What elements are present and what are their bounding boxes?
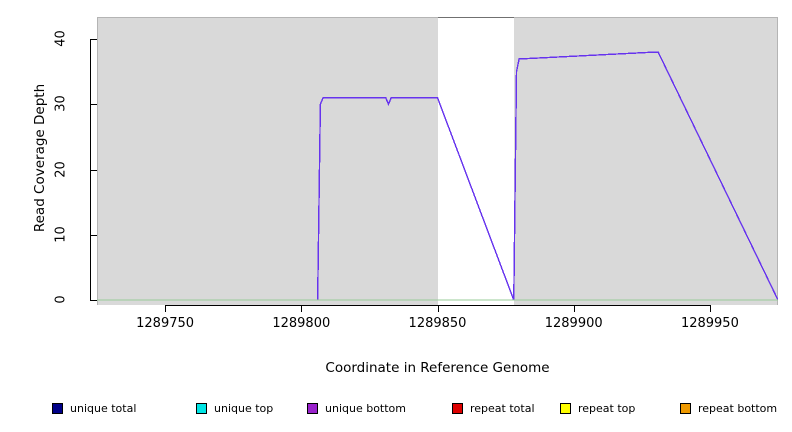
x-axis-line — [165, 305, 710, 306]
y-axis-label: 40 — [53, 30, 69, 47]
x-axis-title: Coordinate in Reference Genome — [325, 360, 550, 376]
y-axis-tick — [90, 39, 97, 40]
y-axis-tick — [90, 234, 97, 236]
plot-area — [97, 17, 778, 305]
legend-label: repeat bottom — [698, 401, 778, 415]
legend-item-unique-total[interactable]: unique total — [52, 398, 136, 418]
legend-item-unique-top[interactable]: unique top — [196, 398, 273, 418]
x-axis-tick — [165, 305, 167, 312]
x-axis-tick — [573, 305, 575, 312]
x-axis-tick — [709, 305, 711, 312]
legend-label: unique total — [70, 401, 137, 415]
y-axis-title: Read Coverage Depth — [32, 83, 48, 233]
legend-item-unique-bottom[interactable]: unique bottom — [307, 398, 406, 418]
legend-label: unique top — [214, 401, 274, 415]
y-axis-label: 10 — [53, 225, 69, 243]
x-axis-label: 1289900 — [544, 316, 603, 331]
panel-top-border-left — [97, 17, 438, 18]
panel-right-border — [777, 17, 778, 305]
x-axis-tick — [437, 305, 439, 312]
panel-top-border-gap — [437, 17, 514, 18]
y-axis-label: 30 — [53, 95, 69, 113]
masked-region — [437, 17, 514, 305]
y-axis-label: 0 — [53, 295, 69, 304]
x-axis-label: 1289750 — [136, 316, 195, 331]
panel-left-border — [97, 17, 98, 305]
legend-item-repeat-top[interactable]: repeat top — [560, 398, 635, 418]
legend-label: repeat top — [578, 401, 636, 415]
legend-label: repeat total — [470, 401, 535, 415]
legend-swatch-icon — [196, 402, 207, 414]
legend-swatch-icon — [560, 402, 571, 414]
x-axis-tick — [301, 305, 303, 312]
panel-top-border-right — [513, 17, 778, 18]
legend-item-repeat-bottom[interactable]: repeat bottom — [680, 398, 777, 418]
legend-swatch-icon — [52, 402, 63, 414]
legend-swatch-icon — [452, 402, 463, 414]
y-axis-tick — [90, 104, 97, 106]
y-axis-tick — [90, 169, 97, 171]
x-axis-label: 1289850 — [408, 316, 467, 331]
legend-swatch-icon — [307, 402, 318, 414]
legend: unique total unique top unique bottom repea… — [0, 398, 792, 418]
series-unique-bottom — [97, 51, 778, 301]
y-axis-label: 20 — [53, 160, 69, 178]
x-axis-label: 1289800 — [272, 316, 331, 331]
legend-label: unique bottom — [325, 401, 407, 415]
coverage-series-svg — [97, 51, 778, 301]
x-axis-label: 1289950 — [680, 316, 739, 331]
y-axis-tick — [90, 300, 97, 301]
legend-swatch-icon — [680, 402, 691, 414]
legend-item-repeat-total[interactable]: repeat total — [452, 398, 535, 418]
